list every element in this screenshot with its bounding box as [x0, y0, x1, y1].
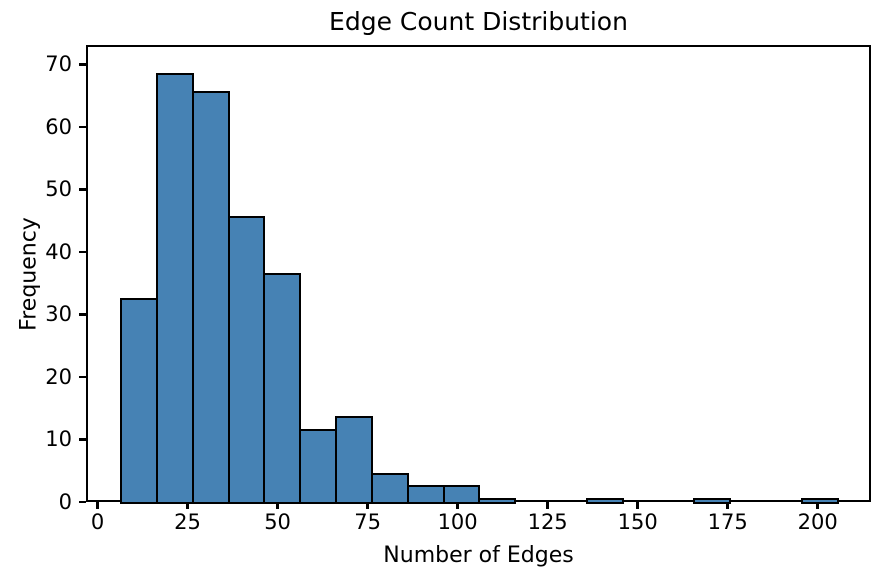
x-tick-label: 75: [354, 510, 381, 534]
histogram-bar: [478, 497, 517, 504]
x-tick-label: 200: [797, 510, 838, 534]
y-tick-mark: [79, 63, 86, 66]
x-tick-label: 50: [264, 510, 291, 534]
y-tick-label: 50: [45, 177, 72, 202]
histogram-bar: [120, 297, 158, 504]
histogram-bar: [370, 472, 409, 504]
histogram-bar: [800, 497, 839, 504]
x-tick-label: 25: [174, 510, 201, 534]
histogram-bar: [585, 497, 624, 504]
x-tick-label: 0: [90, 510, 105, 534]
y-tick-mark: [79, 313, 86, 316]
x-tick-label: 125: [527, 510, 568, 534]
x-tick-mark: [636, 502, 639, 509]
histogram-bar: [227, 216, 266, 504]
histogram-bar: [442, 485, 481, 504]
histogram-bar: [299, 428, 338, 504]
y-tick-mark: [79, 375, 86, 379]
y-tick-label: 30: [45, 302, 72, 327]
histogram-bar: [406, 485, 445, 504]
histogram-bar: [693, 497, 732, 504]
y-tick-label: 40: [45, 239, 72, 264]
y-tick-label: 60: [45, 114, 72, 139]
y-tick-mark: [79, 438, 86, 441]
histogram-bar: [155, 72, 194, 504]
x-tick-mark: [186, 502, 189, 509]
x-tick-mark: [726, 502, 729, 509]
x-tick-mark: [456, 502, 459, 509]
chart-title: Edge Count Distribution: [329, 7, 628, 36]
x-tick-mark: [366, 502, 369, 509]
y-tick-mark: [79, 125, 86, 129]
y-tick-label: 0: [58, 490, 72, 514]
x-tick-label: 100: [437, 510, 478, 534]
y-tick-mark: [79, 500, 86, 504]
y-tick-label: 10: [45, 427, 72, 452]
y-tick-label: 70: [45, 52, 72, 77]
x-tick-label: 150: [617, 510, 658, 534]
x-tick-mark: [96, 502, 99, 509]
x-tick-mark: [276, 502, 279, 509]
y-tick-mark: [79, 188, 86, 191]
x-tick-label: 175: [707, 510, 748, 534]
x-tick-mark: [546, 502, 549, 509]
x-tick-mark: [816, 502, 819, 509]
histogram-bar: [263, 272, 302, 504]
plot-area: [86, 45, 871, 504]
histogram-bar: [335, 416, 373, 504]
y-tick-mark: [79, 250, 86, 254]
x-axis-label: Number of Edges: [383, 543, 574, 568]
histogram-bar: [191, 91, 230, 504]
y-tick-label: 20: [45, 364, 72, 389]
